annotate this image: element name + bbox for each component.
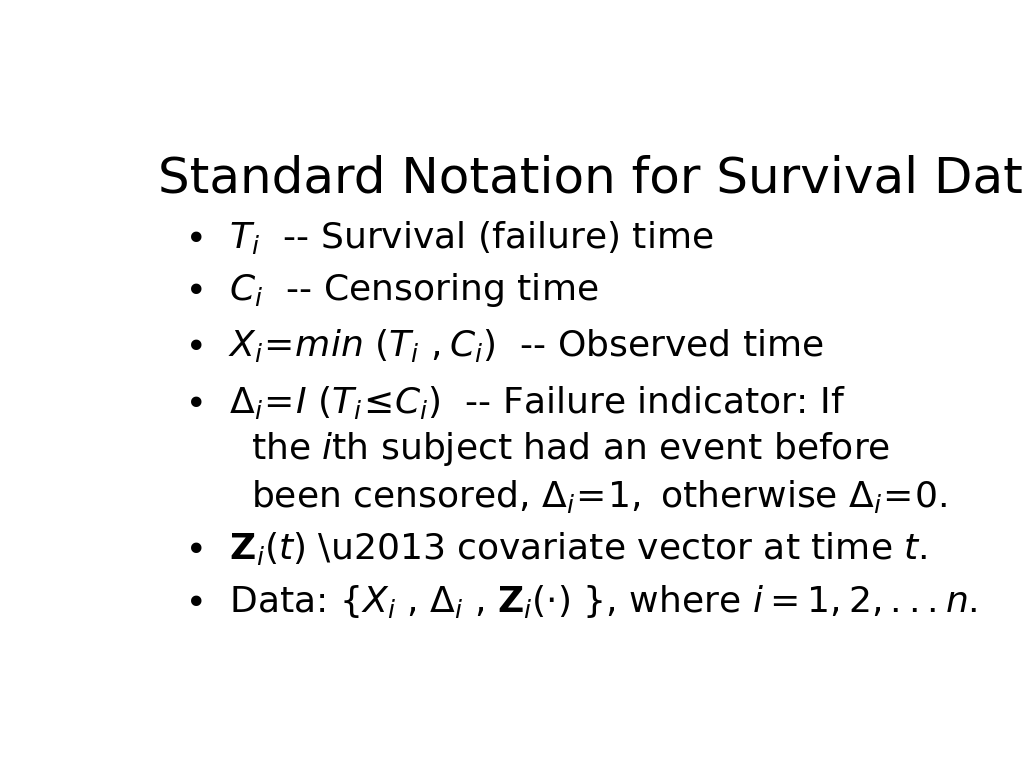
Text: Standard Notation for Survival Data: Standard Notation for Survival Data bbox=[158, 154, 1024, 202]
Text: $\bullet$  $\mathbf{Z}_i(t)$ \u2013 covariate vector at time $\it{t}.$: $\bullet$ $\mathbf{Z}_i(t)$ \u2013 covar… bbox=[183, 530, 927, 568]
Text: $\bullet$  $C_i$  -- Censoring time: $\bullet$ $C_i$ -- Censoring time bbox=[183, 271, 598, 310]
Text: $\bullet$  $\Delta_i\!=\!I\ (T_i\!\leq\! C_i)$  -- Failure indicator: If: $\bullet$ $\Delta_i\!=\!I\ (T_i\!\leq\! … bbox=[183, 383, 845, 421]
Text: $\bullet$  Data: {$X_i$ , $\Delta_i$ , $\mathbf{Z}_i(\cdot)$ }, where $\it{i=1,2: $\bullet$ Data: {$X_i$ , $\Delta_i$ , $\… bbox=[183, 584, 977, 621]
Text: been censored, $\Delta_i\!=\!1,$ otherwise $\Delta_i\!=\!0.$: been censored, $\Delta_i\!=\!1,$ otherwi… bbox=[251, 478, 947, 515]
Text: the $\it{i}$th subject had an event before: the $\it{i}$th subject had an event befo… bbox=[251, 430, 890, 468]
Text: $\bullet$  $X_i\!=\!min\ (T_i\ ,C_i)$  -- Observed time: $\bullet$ $X_i\!=\!min\ (T_i\ ,C_i)$ -- … bbox=[183, 326, 823, 364]
Text: $\bullet$  $T_i$  -- Survival (failure) time: $\bullet$ $T_i$ -- Survival (failure) ti… bbox=[183, 219, 713, 256]
